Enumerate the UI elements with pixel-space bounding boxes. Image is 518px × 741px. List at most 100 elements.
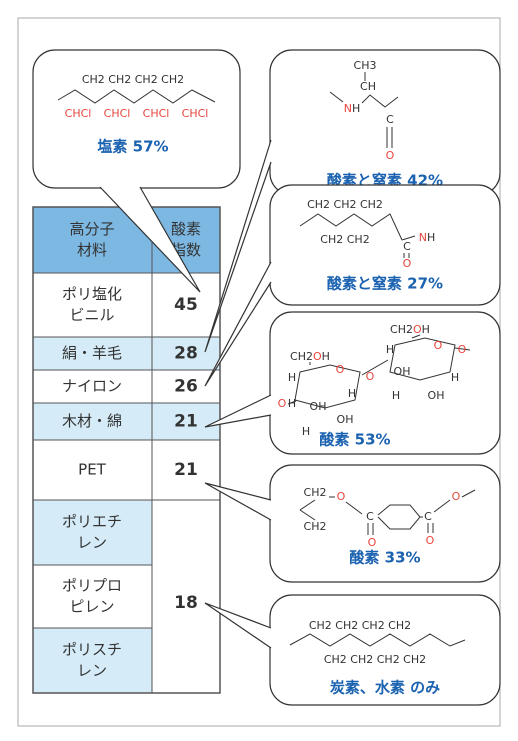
atom: O xyxy=(337,490,346,503)
atom: O xyxy=(403,257,412,270)
atom-part: C xyxy=(424,510,432,523)
atom: CH2OH xyxy=(390,323,430,336)
atom-part: Cl xyxy=(198,107,209,120)
atom-part: H xyxy=(288,397,296,410)
atom-part: H xyxy=(451,371,459,384)
oxygen-index: 28 xyxy=(174,344,198,364)
atom-part: O xyxy=(313,350,322,363)
atom: H xyxy=(451,371,459,384)
row-bg xyxy=(33,403,220,440)
bonds xyxy=(299,213,416,258)
atom: CH2 CH2 CH2 CH2 xyxy=(82,73,184,86)
atom: O xyxy=(452,490,461,503)
atom-part: CH xyxy=(143,107,159,120)
cell-text: ポリスチ xyxy=(62,641,122,659)
row-bg xyxy=(33,628,152,693)
bubble-tail xyxy=(99,186,201,293)
cell-text: レン xyxy=(77,662,107,680)
atom: O xyxy=(426,534,435,547)
atom: NH xyxy=(419,231,436,244)
atom-part: O xyxy=(336,363,345,376)
cell-text: 絹・羊毛 xyxy=(62,344,122,362)
atom-part: CH xyxy=(65,107,81,120)
atom-part: O xyxy=(403,257,412,270)
cell-text: 木材・綿 xyxy=(62,412,122,430)
bubble xyxy=(269,311,501,455)
atom-part: CH2 CH2 CH2 CH2 xyxy=(309,619,411,632)
atom: CH3 xyxy=(354,59,377,72)
atom: H xyxy=(386,343,394,356)
atom-part: H xyxy=(302,425,310,438)
atom: H xyxy=(392,389,400,402)
bubble-tail xyxy=(204,261,272,387)
atom: H xyxy=(348,387,356,400)
atom-part: CH3 xyxy=(354,59,377,72)
atom-part: Cl xyxy=(81,107,92,120)
oxygen-index: 21 xyxy=(174,412,198,432)
row-bg xyxy=(33,565,152,628)
atom-part: O xyxy=(434,339,443,352)
atom-part: CH2 CH2 CH2 CH2 xyxy=(82,73,184,86)
atom: O xyxy=(366,370,375,383)
bubble-caption: 炭素、水素 のみ xyxy=(330,679,440,697)
atom-part: O xyxy=(366,370,375,383)
oxygen-index: 21 xyxy=(174,460,198,480)
atom-part: H xyxy=(288,371,296,384)
header-bg xyxy=(33,207,220,273)
bonds xyxy=(299,489,476,535)
atom-part: H xyxy=(322,350,330,363)
atom-part: CH2 xyxy=(304,486,327,499)
atom-part: CH2 xyxy=(390,323,413,336)
cell-text: ビニル xyxy=(69,306,114,324)
bubble-tail xyxy=(204,482,272,521)
bonds xyxy=(57,89,216,104)
atom-part: H xyxy=(348,387,356,400)
atom-part: H xyxy=(386,343,394,356)
atom-part: Cl xyxy=(159,107,170,120)
atom: O xyxy=(368,536,377,549)
atom-part: O xyxy=(458,343,467,356)
atom: H xyxy=(302,425,310,438)
atom: OH xyxy=(428,389,445,402)
atom: H xyxy=(288,397,296,410)
row-bg xyxy=(33,440,220,500)
row-bg xyxy=(33,273,220,337)
atom-part: CH xyxy=(182,107,198,120)
cell-text: ポリプロ xyxy=(62,577,122,595)
bubble-caption: 酸素と窒素 27% xyxy=(327,275,443,293)
atom-part: O xyxy=(386,149,395,162)
atom-part: H xyxy=(392,389,400,402)
atom: C xyxy=(424,510,432,523)
atom-part: O xyxy=(368,536,377,549)
bonds xyxy=(287,334,471,409)
atom-part: Cl xyxy=(120,107,131,120)
atom-part: O xyxy=(426,534,435,547)
row-bg xyxy=(33,500,152,565)
cell-text: ナイロン xyxy=(62,377,122,395)
atom-part: C xyxy=(403,240,411,253)
atom: CH2 CH2 CH2 CH2 xyxy=(324,653,426,666)
cell-text: 高分子 xyxy=(69,220,114,238)
atom: CHCl xyxy=(143,107,170,120)
atom: CH xyxy=(360,80,376,93)
atom-part: CH xyxy=(360,80,376,93)
cell-text: 材料 xyxy=(77,241,107,259)
atom-part: O xyxy=(337,490,346,503)
atom-part: C xyxy=(386,113,394,126)
row-bg xyxy=(33,370,220,403)
atom: CH2 xyxy=(304,520,327,533)
atom: CH2 xyxy=(304,486,327,499)
oxygen-index: 18 xyxy=(174,593,198,613)
atom: OH xyxy=(337,413,354,426)
bubble-caption: 塩素 57% xyxy=(97,138,168,156)
atom-part: CH2 CH2 xyxy=(320,233,369,246)
atom-part: C xyxy=(366,510,374,523)
atom: CHCl xyxy=(182,107,209,120)
atom: CH2 CH2 xyxy=(320,233,369,246)
bubble xyxy=(269,184,501,306)
bubble-caption: 酸素 33% xyxy=(349,549,420,567)
cell-text: レン xyxy=(77,534,107,552)
atom: CHCl xyxy=(65,107,92,120)
atom: C xyxy=(366,510,374,523)
